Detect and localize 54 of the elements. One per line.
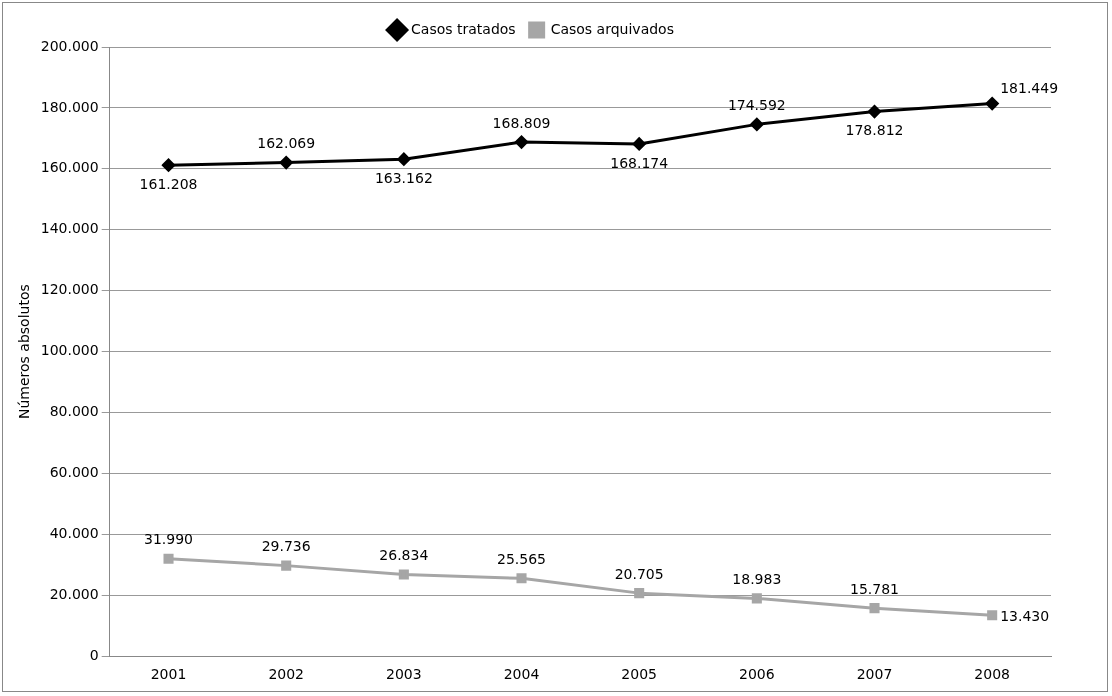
y-tick-label: 20.000 <box>49 585 99 602</box>
x-tick-label: 2002 <box>268 666 305 683</box>
point <box>751 593 762 604</box>
x-tick-label: 2004 <box>503 666 540 683</box>
data-label: 168.809 <box>492 114 551 131</box>
y-tick-label: 0 <box>89 646 99 663</box>
y-tick-label: 40.000 <box>49 525 99 541</box>
data-label: 25.565 <box>497 550 547 567</box>
legend-label: Casos tratados <box>411 20 516 37</box>
x-tick-label: 2008 <box>974 666 1010 683</box>
y-tick-label: 180.000 <box>40 98 99 115</box>
data-label: 13.430 <box>1000 607 1050 624</box>
data-label: 18.983 <box>732 571 782 588</box>
point <box>987 610 998 621</box>
x-tick-label: 2003 <box>386 666 422 683</box>
y-tick-label: 100.000 <box>40 342 99 359</box>
point <box>162 158 176 172</box>
data-label: 174.592 <box>727 97 786 114</box>
point <box>869 603 880 614</box>
point <box>632 137 646 151</box>
y-tick-label: 200.000 <box>40 37 99 54</box>
point <box>279 156 293 170</box>
data-label: 29.736 <box>261 538 311 555</box>
x-tick-label: 2006 <box>739 666 775 683</box>
point <box>281 560 292 571</box>
point <box>397 152 411 166</box>
y-tick-label: 120.000 <box>40 281 99 298</box>
point <box>515 135 529 149</box>
data-label: 181.449 <box>1000 80 1059 97</box>
data-label: 163.162 <box>374 169 433 186</box>
point <box>163 553 174 564</box>
data-label: 168.174 <box>610 154 669 171</box>
data-label: 161.208 <box>139 175 198 192</box>
data-label: 31.990 <box>144 531 194 548</box>
data-label: 178.812 <box>845 122 904 139</box>
point <box>985 97 999 111</box>
point <box>750 117 764 131</box>
x-tick-label: 2001 <box>150 666 187 683</box>
data-label: 26.834 <box>379 547 429 564</box>
point <box>516 573 527 584</box>
data-label: 20.705 <box>614 565 664 582</box>
x-tick-label: 2007 <box>856 666 893 683</box>
x-tick-label: 2005 <box>621 666 657 683</box>
data-label: 15.781 <box>850 580 900 597</box>
y-tick-label: 160.000 <box>40 159 99 176</box>
y-tick-label: 140.000 <box>40 220 99 237</box>
point <box>634 588 645 599</box>
point <box>868 105 882 119</box>
point <box>398 569 409 580</box>
data-label: 162.069 <box>257 135 316 152</box>
y-tick-label: 60.000 <box>49 464 99 481</box>
y-axis-title: Números absolutos <box>16 284 33 419</box>
legend-label: Casos arquivados <box>550 20 674 37</box>
y-tick-label: 80.000 <box>49 403 99 420</box>
